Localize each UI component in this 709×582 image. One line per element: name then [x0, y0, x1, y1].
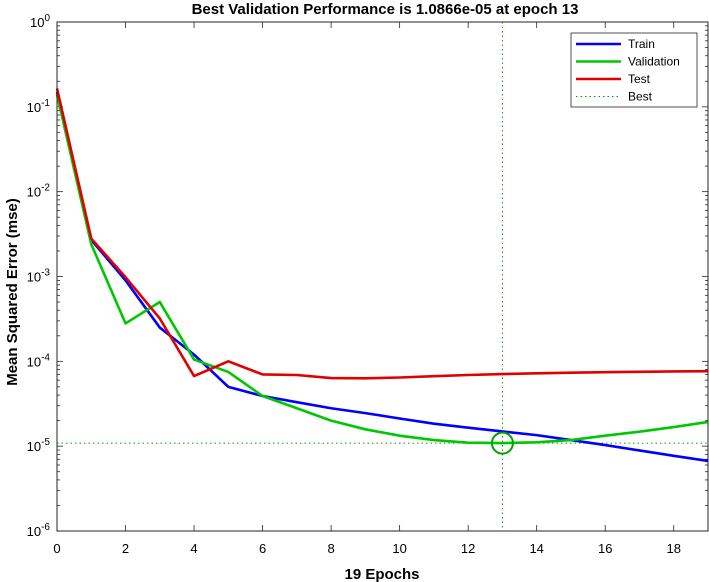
- x-tick-label: 8: [327, 541, 334, 556]
- y-tick-label: 100: [30, 13, 50, 30]
- x-tick-label: 0: [53, 541, 60, 556]
- legend-label-best: Best: [628, 90, 653, 104]
- axes-frame: [56, 21, 709, 532]
- y-tick-label: 10-4: [27, 352, 51, 369]
- legend-label-test: Test: [628, 72, 651, 86]
- series-test-line: [55, 88, 709, 380]
- chart-title: Best Validation Performance is 1.0866e-0…: [192, 1, 579, 18]
- legend: Train Validation Test Best: [570, 32, 698, 108]
- series-train-line: [55, 91, 709, 463]
- best-marker: [490, 431, 514, 455]
- y-tick-label: 10-3: [27, 268, 51, 285]
- x-tick-label: 2: [122, 541, 129, 556]
- x-tick-label: 12: [461, 541, 475, 556]
- series-validation-line: [55, 94, 709, 445]
- legend-label-validation: Validation: [628, 55, 680, 69]
- y-tick-label: 10-2: [27, 183, 51, 200]
- x-tick-label: 6: [259, 541, 266, 556]
- x-tick-label: 4: [190, 541, 197, 556]
- legend-label-train: Train: [628, 37, 655, 51]
- y-tick-label: 10-5: [27, 437, 51, 454]
- x-tick-label: 16: [598, 541, 612, 556]
- x-tick-label: 18: [667, 541, 681, 556]
- x-axis-label: 19 Epochs: [344, 566, 419, 582]
- legend-box: [570, 32, 698, 108]
- x-tick-label: 14: [529, 541, 543, 556]
- x-tick-label: 10: [392, 541, 406, 556]
- y-tick-label: 10-1: [27, 98, 51, 115]
- plot-area: 100 10-1 10-2 10-3 10-4 10-5 10-60 2 4 6 8 10 12 14 16…: [27, 13, 709, 556]
- y-axis-label: Mean Squared Error (mse): [4, 198, 21, 386]
- y-tick-label: 10-6: [27, 522, 51, 539]
